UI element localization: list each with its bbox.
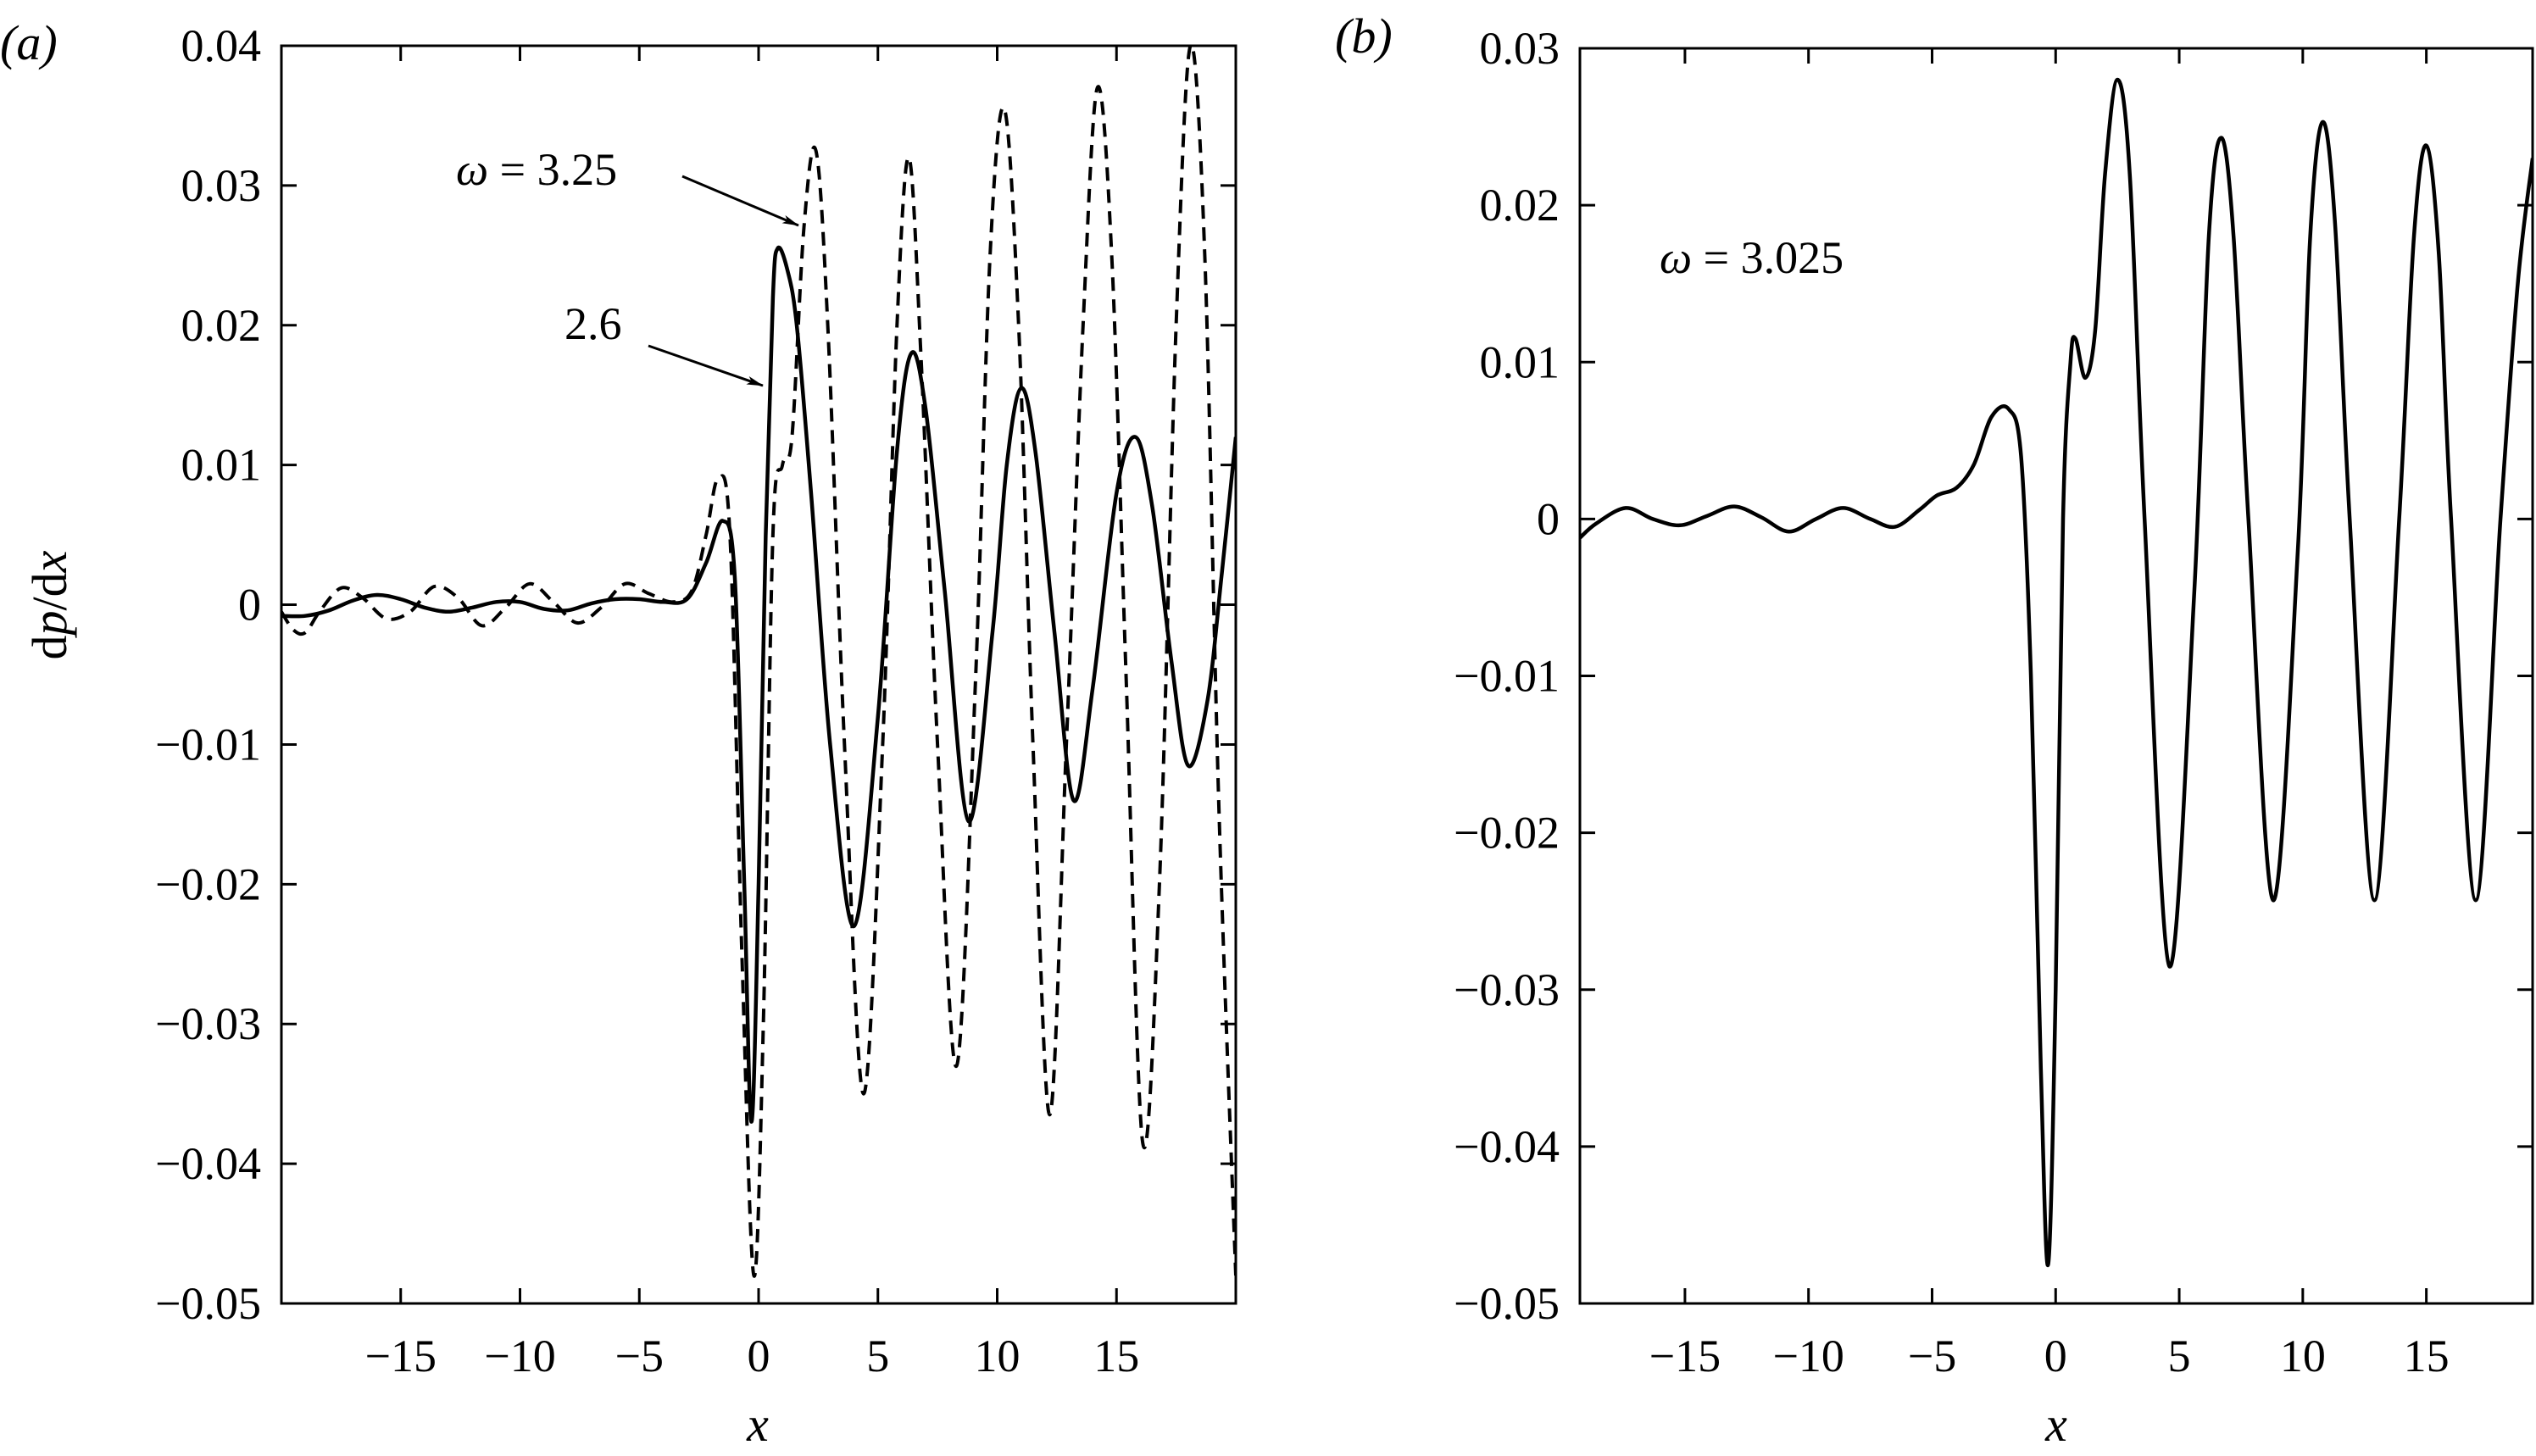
x-tick-label: −5 — [615, 1331, 664, 1381]
panel-a-frame — [280, 44, 1237, 1305]
y-tick-label: 0.03 — [181, 160, 262, 211]
x-tick-label: 0 — [2044, 1331, 2067, 1381]
annotation-arrow-2-6 — [648, 344, 764, 387]
y-tick-label: −0.02 — [1454, 808, 1560, 859]
panel-b-frame — [1578, 47, 2534, 1305]
panel-a-chart: (a) 0.04 0.03 0.02 0.01 0 −0.01 −0.02 −0.03 −0.0… — [0, 15, 1237, 1452]
series-line-solid — [1580, 77, 2533, 1268]
y-tick-label: −0.03 — [1454, 964, 1560, 1015]
annotation-2-6: 2.6 — [564, 298, 622, 349]
y-tick-label: 0.01 — [181, 440, 262, 491]
y-tick-label: 0.03 — [1480, 23, 1560, 74]
panel-a-x-axis: −15 −10 −5 0 5 10 15 — [365, 46, 1139, 1381]
panel-a-y-axis: 0.04 0.03 0.02 0.01 0 −0.01 −0.02 −0.03 −0.04 −0.… — [155, 20, 1236, 1329]
panel-a-label: (a) — [0, 15, 58, 70]
y-tick-label: 0.02 — [1480, 180, 1560, 231]
series-line-dashed — [281, 42, 1236, 1278]
x-tick-label: 5 — [866, 1331, 889, 1381]
x-tick-label: −10 — [1772, 1331, 1844, 1381]
x-tick-label: −15 — [365, 1331, 437, 1381]
y-tick-label: −0.01 — [1454, 651, 1560, 702]
panel-b-x-axis: −15 −10 −5 0 5 10 15 — [1649, 48, 2450, 1381]
series-line-solid — [281, 245, 1236, 1124]
y-tick-label: 0 — [238, 580, 261, 631]
panel-b-plot-area — [1580, 77, 2533, 1268]
y-tick-label: 0.02 — [181, 300, 262, 351]
x-tick-label: 15 — [1093, 1331, 1139, 1381]
y-tick-label: −0.03 — [155, 998, 261, 1049]
y-tick-label: −0.04 — [155, 1138, 261, 1189]
panel-b-y-axis: 0.03 0.02 0.01 0 −0.01 −0.02 −0.03 −0.04 −0.05 — [1454, 23, 2533, 1329]
y-tick-label: 0.01 — [1480, 336, 1560, 387]
y-tick-label: −0.05 — [155, 1278, 261, 1329]
annotation-omega-3-025: ω = 3.025 — [1660, 232, 1844, 283]
x-tick-label: 0 — [748, 1331, 770, 1381]
panel-b-label: (b) — [1335, 8, 1393, 64]
y-tick-label: 0.04 — [181, 20, 262, 71]
panel-b-x-axis-title: x — [2044, 1397, 2067, 1452]
x-tick-label: −10 — [484, 1331, 555, 1381]
y-tick-label: −0.04 — [1454, 1121, 1560, 1172]
y-tick-label: −0.02 — [155, 859, 261, 909]
y-tick-label: −0.05 — [1454, 1278, 1560, 1329]
x-tick-label: 10 — [975, 1331, 1021, 1381]
panel-b-chart: (b) 0.03 0.02 0.01 0 −0.01 −0.02 −0.03 −0.04 −0.… — [1335, 8, 2534, 1452]
y-tick-label: 0 — [1537, 493, 1560, 544]
annotation-omega-3-25: ω = 3.25 — [456, 144, 617, 195]
annotation-arrow-3-25 — [681, 175, 799, 227]
x-tick-label: −5 — [1908, 1331, 1956, 1381]
x-tick-label: 10 — [2280, 1331, 2326, 1381]
x-tick-label: −15 — [1649, 1331, 1721, 1381]
x-tick-label: 5 — [2168, 1331, 2191, 1381]
y-tick-label: −0.01 — [155, 719, 261, 770]
panel-a-plot-area — [281, 42, 1236, 1278]
panel-a-x-axis-title: x — [746, 1397, 769, 1452]
x-tick-label: 15 — [2404, 1331, 2450, 1381]
panel-a-y-axis-title: dp/dx — [22, 550, 77, 659]
